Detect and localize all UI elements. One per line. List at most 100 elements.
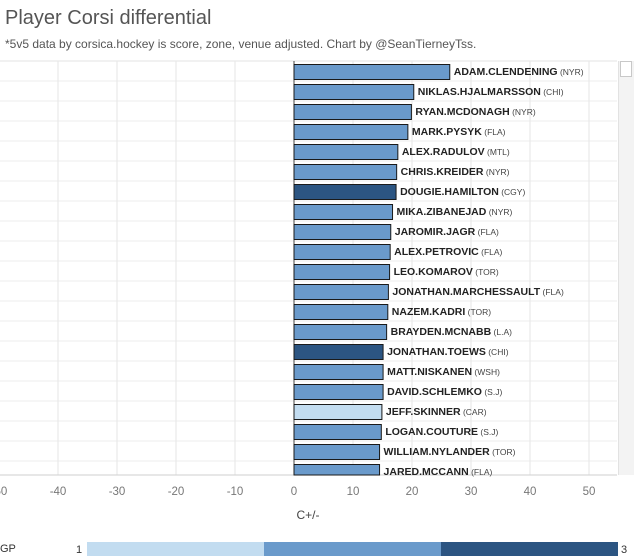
team-code: (L.A) bbox=[491, 327, 512, 337]
bar-label: JAROMIR.JAGR (FLA) bbox=[395, 226, 499, 238]
x-tick-label: -30 bbox=[109, 486, 126, 498]
bar bbox=[293, 64, 451, 80]
x-tick-label: -40 bbox=[50, 486, 67, 498]
player-name: CHRIS.KREIDER bbox=[401, 166, 484, 178]
bar bbox=[293, 144, 399, 160]
scroll-thumb[interactable] bbox=[620, 61, 632, 77]
player-name: BRAYDEN.MCNABB bbox=[391, 326, 492, 338]
bar-label: LEO.KOMAROV (TOR) bbox=[394, 266, 499, 278]
player-name: JEFF.SKINNER bbox=[386, 406, 461, 418]
player-name: JONATHAN.MARCHESSAULT bbox=[392, 286, 540, 298]
legend-swatch-1 bbox=[87, 542, 264, 556]
team-code: (TOR) bbox=[473, 267, 499, 277]
bar bbox=[293, 164, 398, 180]
x-axis-ticks: -50 -40 -30 -20 -10 0 10 20 30 40 50 bbox=[0, 486, 595, 498]
bar-label: MARK.PYSYK (FLA) bbox=[412, 126, 506, 138]
bar-label: JEFF.SKINNER (CAR) bbox=[386, 406, 487, 418]
team-code: (TOR) bbox=[490, 447, 516, 457]
x-tick-label: -10 bbox=[227, 486, 244, 498]
bars bbox=[293, 64, 451, 476]
team-code: (FLA) bbox=[482, 127, 506, 137]
bar bbox=[293, 304, 389, 320]
bar-label: ALEX.PETROVIC (FLA) bbox=[394, 246, 502, 258]
player-name: JAROMIR.JAGR bbox=[395, 226, 476, 238]
chart-subtitle: *5v5 data by corsica.hockey is score, zo… bbox=[5, 37, 477, 51]
team-code: (NYR) bbox=[484, 167, 510, 177]
bar-label: JONATHAN.TOEWS (CHI) bbox=[387, 346, 509, 358]
player-name: WILLIAM.NYLANDER bbox=[384, 446, 491, 458]
player-name: JONATHAN.TOEWS bbox=[387, 346, 486, 358]
bar-label: LOGAN.COUTURE (S.J) bbox=[385, 426, 498, 438]
bar bbox=[293, 344, 384, 360]
bar-label: JARED.MCCANN (FLA) bbox=[384, 466, 493, 478]
bar bbox=[293, 464, 381, 476]
player-name: MATT.NISKANEN bbox=[387, 366, 472, 378]
bar-label: NAZEM.KADRI (TOR) bbox=[392, 306, 491, 318]
x-tick-label: -50 bbox=[0, 486, 7, 498]
bar bbox=[293, 244, 391, 260]
bar bbox=[293, 104, 412, 120]
chart-title: Player Corsi differential bbox=[5, 7, 212, 29]
bar-label: ADAM.CLENDENING (NYR) bbox=[454, 66, 584, 78]
player-name: DAVID.SCHLEMKO bbox=[387, 386, 482, 398]
bar bbox=[293, 224, 392, 240]
x-tick-label: -20 bbox=[168, 486, 185, 498]
team-code: (S.J) bbox=[482, 387, 502, 397]
legend-title: GP bbox=[0, 543, 16, 555]
bar-label: CHRIS.KREIDER (NYR) bbox=[401, 166, 510, 178]
player-name: ADAM.CLENDENING bbox=[454, 66, 558, 78]
x-tick-label: 10 bbox=[347, 486, 360, 498]
bar bbox=[293, 84, 415, 100]
player-name: LEO.KOMAROV bbox=[394, 266, 473, 278]
bar bbox=[293, 284, 389, 300]
scrollbar[interactable] bbox=[618, 61, 634, 475]
player-name: ALEX.RADULOV bbox=[402, 146, 485, 158]
x-tick-label: 20 bbox=[406, 486, 419, 498]
bar bbox=[293, 444, 381, 460]
bar-label: JONATHAN.MARCHESSAULT (FLA) bbox=[392, 286, 564, 298]
bar-label: BRAYDEN.MCNABB (L.A) bbox=[391, 326, 512, 338]
bar-label: MIKA.ZIBANEJAD (NYR) bbox=[397, 206, 513, 218]
team-code: (S.J) bbox=[478, 427, 498, 437]
x-axis-title: C+/- bbox=[296, 508, 319, 522]
legend-max-label: 3 bbox=[621, 544, 628, 556]
team-code: (FLA) bbox=[540, 287, 564, 297]
bar-label: RYAN.MCDONAGH (NYR) bbox=[415, 106, 535, 118]
bar-label: WILLIAM.NYLANDER (TOR) bbox=[384, 446, 516, 458]
player-name: RYAN.MCDONAGH bbox=[415, 106, 509, 118]
player-name: JARED.MCCANN bbox=[384, 466, 469, 478]
legend-swatch-3 bbox=[441, 542, 618, 556]
bar-label: DAVID.SCHLEMKO (S.J) bbox=[387, 386, 502, 398]
team-code: (CHI) bbox=[541, 87, 564, 97]
bar bbox=[293, 404, 383, 420]
player-name: NAZEM.KADRI bbox=[392, 306, 466, 318]
player-name: NIKLAS.HJALMARSSON bbox=[418, 86, 541, 98]
bar bbox=[293, 124, 409, 140]
team-code: (NYR) bbox=[558, 67, 584, 77]
team-code: (CAR) bbox=[461, 407, 487, 417]
bar-label: MATT.NISKANEN (WSH) bbox=[387, 366, 500, 378]
x-tick-label: 0 bbox=[291, 486, 297, 498]
team-code: (FLA) bbox=[475, 227, 499, 237]
team-code: (MTL) bbox=[485, 147, 510, 157]
player-name: DOUGIE.HAMILTON bbox=[400, 186, 499, 198]
bar bbox=[293, 424, 382, 440]
player-name: LOGAN.COUTURE bbox=[385, 426, 478, 438]
team-code: (WSH) bbox=[472, 367, 500, 377]
gridlines bbox=[0, 60, 617, 476]
team-code: (TOR) bbox=[465, 307, 491, 317]
player-name: MIKA.ZIBANEJAD bbox=[397, 206, 487, 218]
bar-label: ALEX.RADULOV (MTL) bbox=[402, 146, 510, 158]
team-code: (NYR) bbox=[510, 107, 536, 117]
bar bbox=[293, 264, 391, 280]
bar bbox=[293, 384, 384, 400]
bar bbox=[293, 184, 397, 200]
team-code: (FLA) bbox=[469, 467, 493, 477]
x-tick-label: 30 bbox=[465, 486, 478, 498]
legend-swatch-2 bbox=[264, 542, 441, 556]
player-name: MARK.PYSYK bbox=[412, 126, 482, 138]
team-code: (NYR) bbox=[486, 207, 512, 217]
bar bbox=[293, 364, 384, 380]
player-name: ALEX.PETROVIC bbox=[394, 246, 479, 258]
color-legend-ramp bbox=[87, 542, 618, 556]
